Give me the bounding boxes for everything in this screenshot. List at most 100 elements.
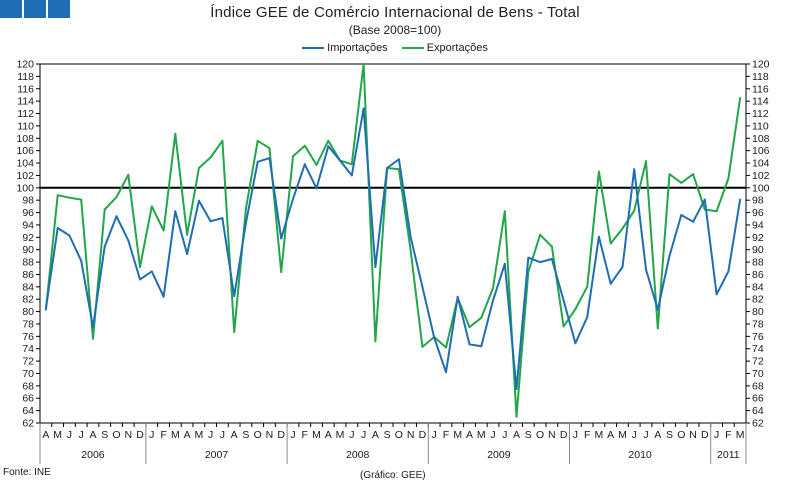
data-point-importacoes: [480, 345, 483, 348]
x-tick-label: F: [160, 429, 166, 441]
y-tick-label-left: 112: [17, 108, 34, 120]
x-tick-label: J: [502, 429, 507, 441]
chart-subtitle: (Base 2008=100): [348, 23, 442, 37]
y-tick-label-right: 106: [752, 145, 770, 157]
data-point-importacoes: [68, 234, 71, 237]
year-label: 2008: [346, 449, 370, 461]
x-tick-label: D: [701, 429, 709, 441]
x-tick-label: A: [607, 429, 614, 441]
x-tick-label: M: [736, 429, 745, 441]
data-point-exportacoes: [197, 167, 200, 169]
legend-label-importacoes: Importações: [327, 42, 388, 54]
data-point-importacoes: [586, 316, 589, 319]
data-point-exportacoes: [715, 210, 718, 213]
x-tick-label: O: [112, 429, 120, 441]
data-point-exportacoes: [68, 196, 71, 199]
x-tick-label: J: [290, 429, 295, 441]
data-point-exportacoes: [503, 210, 506, 213]
y-tick-label-right: 82: [752, 294, 764, 306]
y-tick-label-left: 76: [22, 331, 34, 343]
data-point-importacoes: [186, 253, 189, 255]
data-point-importacoes: [115, 215, 118, 218]
y-tick-label-left: 90: [22, 244, 34, 256]
y-tick-label-right: 116: [752, 83, 769, 95]
data-point-importacoes: [280, 237, 283, 240]
data-point-importacoes: [92, 326, 94, 329]
data-point-importacoes: [550, 258, 553, 260]
data-point-importacoes: [339, 159, 342, 162]
data-point-exportacoes: [633, 209, 636, 212]
y-tick-label-left: 68: [22, 380, 34, 392]
data-point-importacoes: [680, 214, 683, 216]
x-tick-label: M: [595, 429, 604, 441]
x-tick-label: A: [231, 429, 238, 441]
source-note: Fonte: INE: [3, 467, 51, 478]
x-tick-label: N: [548, 429, 556, 441]
y-tick-label-left: 96: [22, 207, 34, 219]
y-tick-label-left: 116: [17, 83, 34, 95]
data-point-importacoes: [562, 299, 565, 302]
x-tick-label: N: [407, 429, 415, 441]
x-tick-label: F: [584, 429, 590, 441]
y-tick-label-right: 72: [752, 356, 764, 368]
data-point-exportacoes: [150, 205, 153, 208]
data-point-importacoes: [445, 371, 447, 374]
x-tick-label: F: [443, 429, 449, 441]
data-point-importacoes: [621, 266, 624, 268]
data-point-importacoes: [256, 160, 259, 163]
data-point-exportacoes: [421, 345, 424, 348]
x-tick-label: S: [666, 429, 673, 441]
y-tick-label-right: 112: [752, 108, 769, 120]
x-tick-label: A: [184, 429, 191, 441]
data-point-exportacoes: [562, 325, 565, 328]
data-point-exportacoes: [362, 63, 365, 65]
data-point-importacoes: [574, 342, 577, 345]
legend-swatch-importacoes: [302, 47, 325, 49]
data-point-importacoes: [609, 282, 612, 285]
x-tick-label: N: [124, 429, 132, 441]
y-tick-label-left: 80: [22, 306, 34, 318]
year-label: 2009: [487, 449, 511, 461]
data-point-exportacoes: [597, 170, 600, 173]
year-label: 2007: [205, 449, 229, 461]
data-point-importacoes: [386, 167, 389, 169]
data-point-importacoes: [433, 336, 436, 339]
data-point-exportacoes: [174, 132, 177, 135]
x-tick-label: S: [101, 429, 108, 441]
data-point-exportacoes: [621, 227, 624, 230]
y-tick-label-left: 106: [16, 145, 34, 157]
data-point-exportacoes: [586, 285, 589, 288]
data-point-exportacoes: [80, 198, 83, 201]
x-tick-label: D: [277, 429, 285, 441]
data-point-importacoes: [409, 236, 412, 239]
x-tick-label: A: [466, 429, 473, 441]
y-tick-label-left: 86: [22, 269, 34, 281]
x-tick-label: A: [372, 429, 379, 441]
data-point-importacoes: [197, 199, 200, 202]
y-tick-label-right: 96: [752, 207, 764, 219]
data-point-exportacoes: [162, 229, 165, 232]
data-point-exportacoes: [256, 139, 259, 142]
x-tick-label: S: [525, 429, 532, 441]
data-point-importacoes: [727, 270, 730, 273]
x-tick-label: J: [349, 429, 354, 441]
y-tick-label-right: 100: [752, 182, 770, 194]
x-tick-label: J: [220, 429, 225, 441]
y-tick-label-left: 82: [22, 294, 34, 306]
gee-logo: [0, 0, 70, 18]
data-point-exportacoes: [315, 163, 318, 166]
data-point-exportacoes: [609, 242, 612, 245]
y-tick-label-left: 66: [22, 393, 34, 405]
data-point-exportacoes: [103, 208, 106, 211]
year-label: 2006: [81, 449, 105, 461]
x-tick-label: A: [654, 429, 661, 441]
x-tick-label: O: [395, 429, 403, 441]
data-point-exportacoes: [692, 173, 695, 176]
data-point-importacoes: [350, 174, 353, 177]
data-point-importacoes: [456, 295, 459, 298]
data-point-exportacoes: [350, 163, 353, 166]
y-tick-label-right: 120: [752, 59, 770, 71]
y-tick-label-left: 102: [16, 170, 34, 182]
x-tick-label: A: [42, 429, 49, 441]
